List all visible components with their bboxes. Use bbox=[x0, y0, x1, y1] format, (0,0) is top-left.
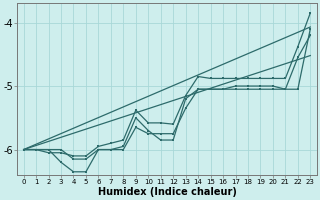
X-axis label: Humidex (Indice chaleur): Humidex (Indice chaleur) bbox=[98, 187, 236, 197]
